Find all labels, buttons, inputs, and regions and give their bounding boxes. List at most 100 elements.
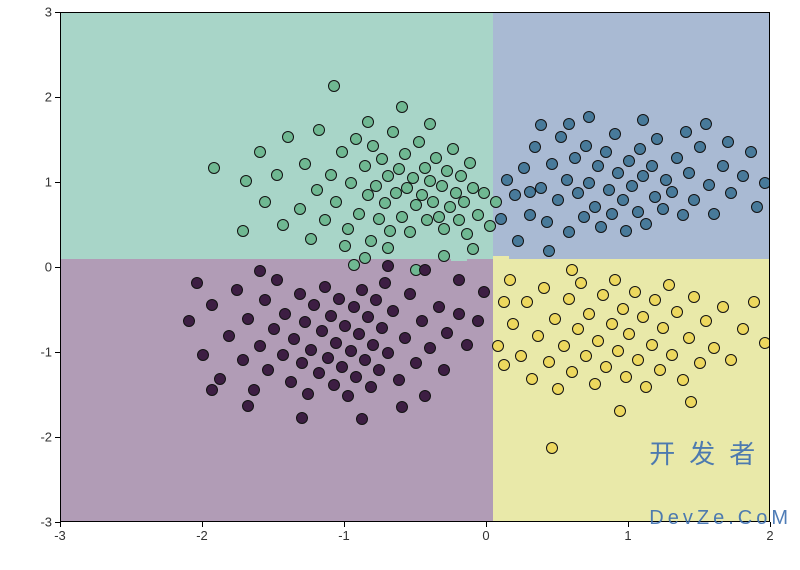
scatter-dot-lower-left-purple: [183, 315, 195, 327]
scatter-dot-lower-left-purple: [197, 349, 209, 361]
scatter-dot-upper-right-blue: [555, 131, 567, 143]
scatter-dot-lower-right-yellow: [671, 306, 683, 318]
scatter-dot-lower-left-purple: [279, 308, 291, 320]
scatter-dot-lower-left-purple: [330, 337, 342, 349]
scatter-dot-upper-left-green: [208, 162, 220, 174]
scatter-dot-upper-left-green: [277, 219, 289, 231]
scatter-dot-lower-left-purple: [356, 413, 368, 425]
scatter-dot-upper-right-blue: [751, 201, 763, 213]
scatter-dot-lower-left-purple: [356, 284, 368, 296]
scatter-dot-lower-right-yellow: [606, 318, 618, 330]
x-tick-label: 1: [624, 528, 631, 543]
scatter-dot-upper-left-green: [478, 187, 490, 199]
scatter-dot-lower-left-purple: [277, 349, 289, 361]
scatter-dot-upper-right-blue: [677, 209, 689, 221]
scatter-dot-lower-right-yellow: [552, 383, 564, 395]
scatter-dot-upper-left-green: [370, 180, 382, 192]
scatter-dot-lower-left-purple: [285, 376, 297, 388]
scatter-dot-upper-right-blue: [680, 126, 692, 138]
scatter-dot-upper-left-green: [444, 201, 456, 213]
scatter-dot-lower-left-purple: [365, 381, 377, 393]
scatter-dot-upper-right-blue: [640, 218, 652, 230]
scatter-dot-lower-right-yellow: [694, 357, 706, 369]
scatter-dot-upper-left-green: [399, 148, 411, 160]
scatter-dot-lower-left-purple: [359, 354, 371, 366]
scatter-dot-lower-right-yellow: [632, 354, 644, 366]
scatter-dot-lower-left-purple: [206, 299, 218, 311]
scatter-dot-lower-left-purple: [302, 388, 314, 400]
scatter-dot-upper-right-blue: [609, 128, 621, 140]
scatter-dot-upper-right-blue: [569, 152, 581, 164]
scatter-dot-upper-left-green: [390, 187, 402, 199]
scatter-dot-upper-right-blue: [694, 141, 706, 153]
scatter-dot-lower-left-purple: [206, 384, 218, 396]
scatter-dot-lower-left-purple: [325, 310, 337, 322]
scatter-dot-lower-left-purple: [376, 322, 388, 334]
scatter-dot-upper-left-green: [464, 157, 476, 169]
scatter-dot-upper-left-green: [455, 170, 467, 182]
scatter-dot-upper-left-green: [367, 140, 379, 152]
scatter-dot-upper-left-green: [365, 235, 377, 247]
scatter-dot-lower-left-purple: [237, 354, 249, 366]
scatter-dot-lower-right-yellow: [583, 308, 595, 320]
scatter-dot-upper-right-blue: [703, 179, 715, 191]
scatter-dot-lower-left-purple: [322, 352, 334, 364]
scatter-dot-upper-right-blue: [722, 136, 734, 148]
scatter-dot-upper-left-green: [379, 197, 391, 209]
scatter-dot-lower-right-yellow: [663, 279, 675, 291]
scatter-dot-lower-right-yellow: [543, 356, 555, 368]
scatter-dot-upper-right-blue: [632, 206, 644, 218]
x-tick-label: -3: [54, 528, 66, 543]
scatter-dot-upper-right-blue: [535, 182, 547, 194]
scatter-dot-upper-right-blue: [524, 186, 536, 198]
scatter-dot-lower-right-yellow: [640, 381, 652, 393]
scatter-dot-upper-left-green: [430, 152, 442, 164]
scatter-dot-lower-right-yellow: [717, 301, 729, 313]
scatter-dot-lower-right-yellow: [515, 350, 527, 362]
scatter-dot-upper-right-blue: [745, 146, 757, 158]
scatter-dot-lower-right-yellow: [572, 323, 584, 335]
y-tick-label: 3: [12, 5, 52, 20]
scatter-dot-lower-right-yellow: [600, 361, 612, 373]
scatter-dot-upper-right-blue: [541, 216, 553, 228]
scatter-dot-lower-right-yellow: [725, 354, 737, 366]
scatter-dot-upper-left-green: [441, 165, 453, 177]
scatter-dot-lower-left-purple: [433, 301, 445, 313]
decision-region: [451, 245, 467, 261]
scatter-dot-upper-left-green: [453, 214, 465, 226]
scatter-dot-upper-left-green: [342, 223, 354, 235]
x-tick-label: 2: [766, 528, 773, 543]
scatter-dot-upper-right-blue: [626, 180, 638, 192]
scatter-dot-upper-right-blue: [700, 118, 712, 130]
scatter-dot-upper-left-green: [396, 101, 408, 113]
scatter-dot-upper-right-blue: [603, 184, 615, 196]
scatter-dot-lower-right-yellow: [700, 315, 712, 327]
tick-mark: [60, 522, 61, 527]
decision-region: [436, 413, 452, 429]
scatter-dot-lower-right-yellow: [566, 366, 578, 378]
scatter-dot-upper-left-green: [345, 177, 357, 189]
x-tick-label: -2: [196, 528, 208, 543]
scatter-dot-lower-right-yellow: [617, 303, 629, 315]
scatter-dot-lower-left-purple: [299, 316, 311, 328]
scatter-dot-lower-left-purple: [424, 342, 436, 354]
scatter-dot-lower-right-yellow: [666, 349, 678, 361]
scatter-dot-lower-right-yellow: [538, 282, 550, 294]
scatter-dot-lower-right-yellow: [558, 340, 570, 352]
scatter-dot-upper-right-blue: [708, 208, 720, 220]
scatter-dot-upper-left-green: [438, 250, 450, 262]
plot-area: [60, 12, 770, 522]
tick-mark: [55, 12, 60, 13]
scatter-dot-upper-right-blue: [524, 209, 536, 221]
scatter-dot-lower-left-purple: [399, 332, 411, 344]
scatter-dot-lower-right-yellow: [575, 277, 587, 289]
y-tick-label: -2: [12, 430, 52, 445]
scatter-dot-lower-left-purple: [387, 305, 399, 317]
scatter-dot-lower-left-purple: [345, 345, 357, 357]
scatter-dot-lower-left-purple: [348, 301, 360, 313]
scatter-dot-lower-left-purple: [271, 274, 283, 286]
scatter-dot-upper-right-blue: [666, 186, 678, 198]
scatter-dot-upper-left-green: [282, 131, 294, 143]
y-tick-label: -3: [12, 515, 52, 530]
tick-mark: [55, 352, 60, 353]
